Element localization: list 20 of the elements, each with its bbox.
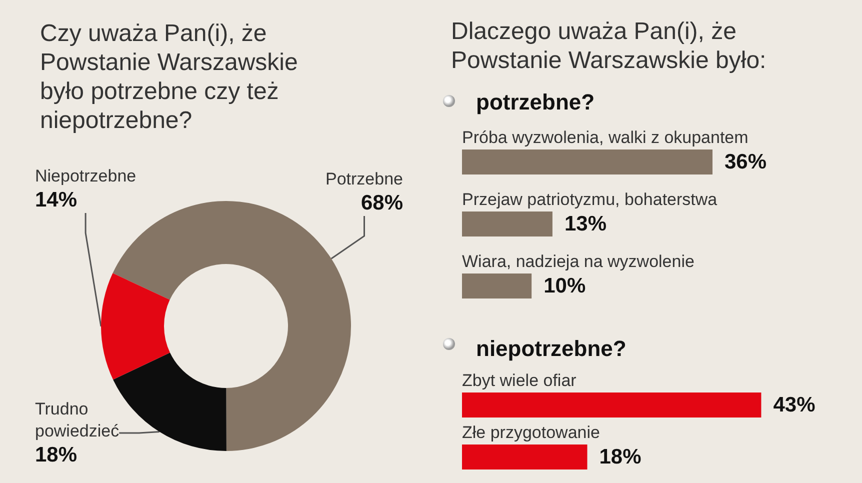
data-label: 43% — [773, 394, 816, 416]
data-label: 14% — [35, 188, 78, 212]
y-tick-label: Wiara, nadzieja na wyzwolenie — [462, 252, 694, 271]
y-tick-label: Próba wyzwolenia, walki z okupantem — [462, 128, 748, 147]
chart-title: niepotrzebne? — [476, 336, 626, 361]
data-label: 36% — [724, 150, 767, 174]
data-label: 10% — [544, 274, 586, 298]
chart-title: Czy uważa Pan(i), że Powstanie Warszawskie było potrzebne czy też niepotrzebne? — [40, 20, 298, 134]
data-label: 18% — [599, 446, 642, 468]
slice-label: Trudno powiedzieć — [35, 400, 120, 440]
data-label: 18% — [35, 444, 78, 466]
chart-subtitle: potrzebne? — [476, 90, 595, 114]
y-tick-label: Złe przygotowanie — [462, 423, 600, 442]
data-label: 68% — [360, 192, 404, 214]
data-label: 13% — [564, 212, 607, 236]
y-tick-label: Przejaw patriotyzmu, bohaterstwa — [462, 190, 718, 209]
y-tick-label: Zbyt wiele ofiar — [462, 371, 577, 390]
slice-label: Potrzebne — [326, 170, 403, 188]
chart-title: Dlaczego uważa Pan(i), że Powstanie Warszawskie było: — [451, 18, 766, 74]
slice-label: Niepotrzebne — [35, 166, 136, 186]
